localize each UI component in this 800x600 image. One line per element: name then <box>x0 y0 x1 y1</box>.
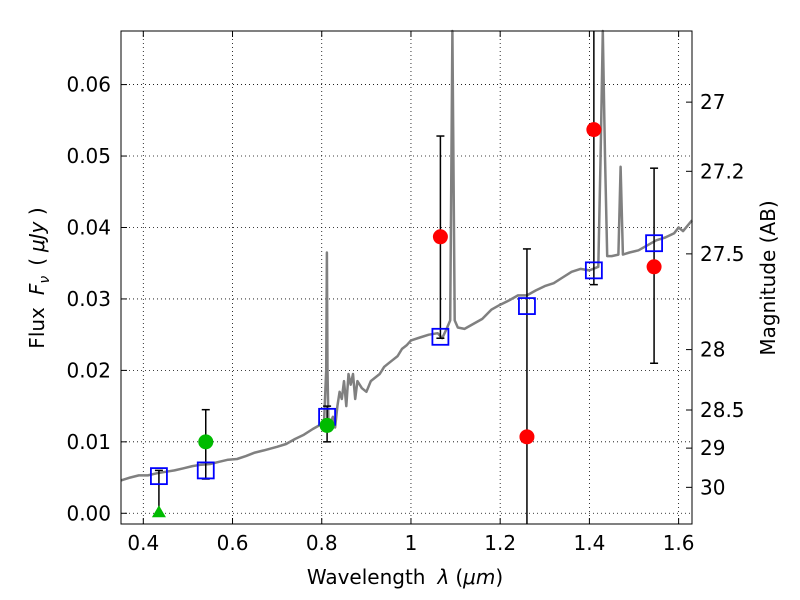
grid-layer <box>121 31 692 524</box>
y-axis-unit-close: ) <box>25 207 49 221</box>
y2-tick-label: 29 <box>700 436 725 460</box>
model-photometry-square <box>431 327 450 346</box>
tick-layer: 0.4 0.6 0.8 1 1.2 1.4 1.6 0.00 0.01 0.02 0.03 0.04 0… <box>66 31 745 555</box>
x-tick-label: 1.4 <box>573 531 605 555</box>
errorbar-layer <box>154 31 659 524</box>
y-tick-label: 0.03 <box>66 287 111 311</box>
model-photometry-square <box>196 461 215 480</box>
y-tick-label: 0.02 <box>66 358 111 382</box>
detection-point <box>646 259 662 275</box>
detection-point <box>432 229 448 245</box>
y2-tick-label: 27.5 <box>700 242 745 266</box>
y2-tick-label: 27.2 <box>700 159 745 183</box>
x-axis-unit-open: ( <box>455 565 463 589</box>
y2-tick-label: 28.5 <box>700 398 745 422</box>
y-tick-label: 0.00 <box>66 501 111 525</box>
model-spectrum-line <box>120 29 693 482</box>
detection-point <box>319 417 335 433</box>
x-axis-label-text: Wavelength <box>307 565 426 589</box>
y-tick-label: 0.01 <box>66 430 111 454</box>
plot-frame <box>120 30 693 525</box>
detection-point <box>198 434 214 450</box>
model-photometry-square <box>518 297 536 315</box>
x-tick-label: 0.6 <box>217 531 249 555</box>
y-tick-label: 0.05 <box>66 144 111 168</box>
y2-tick-label: 30 <box>700 475 725 499</box>
x-tick-label: 1 <box>405 531 418 555</box>
detection-point <box>519 429 535 445</box>
model-photometry-square <box>645 234 663 253</box>
x-tick-label: 1.6 <box>663 531 695 555</box>
upper-limit-triangle <box>151 505 166 518</box>
y-tick-label: 0.04 <box>66 215 111 239</box>
y2-tick-label: 27 <box>700 90 725 114</box>
marker-layer <box>150 122 663 518</box>
x-tick-label: 0.8 <box>306 531 338 555</box>
x-axis-unit-close: ) <box>495 565 503 589</box>
detection-point <box>586 122 602 138</box>
x-axis-label: Wavelength λ (μm) <box>307 565 503 589</box>
x-tick-label: 1.2 <box>484 531 516 555</box>
y-axis-symbol: F <box>25 283 49 295</box>
model-photometry-square <box>150 467 168 486</box>
y2-tick-label: 28 <box>700 338 725 362</box>
y-axis-label: Flux Fν ( μJy ) <box>25 207 53 348</box>
x-tick-label: 0.4 <box>127 531 159 555</box>
y2-axis-label: Magnitude (AB) <box>756 200 780 355</box>
x-axis-symbol: λ <box>436 565 449 589</box>
y-tick-label: 0.06 <box>66 73 111 97</box>
y-axis-unit: μJy <box>25 220 49 253</box>
spectrum-layer <box>120 29 693 482</box>
x-axis-unit: μm <box>462 565 495 589</box>
y-axis-unit-open: ( <box>25 258 49 266</box>
y-axis-subscript: ν <box>37 276 53 284</box>
y-axis-label-text: Flux <box>25 307 49 349</box>
model-photometry-square <box>584 261 603 280</box>
